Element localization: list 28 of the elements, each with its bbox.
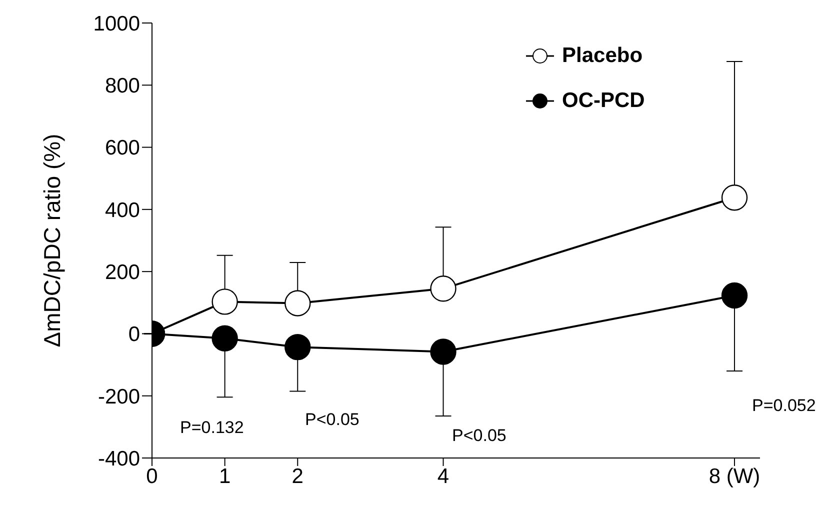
y-tick-label: 0 [128, 323, 140, 346]
point [721, 184, 748, 211]
y-tick-label: -400 [98, 447, 140, 470]
y-tick-label: -200 [98, 385, 140, 408]
point [212, 288, 238, 315]
y-tick-label: 200 [104, 261, 140, 284]
x-tick-label: 4 [437, 464, 450, 488]
annotation: P=0.052 [752, 396, 816, 416]
y-tick-label: 1000 [93, 12, 140, 36]
legend-label: OC-PCD [562, 88, 645, 112]
point [212, 325, 238, 352]
point [430, 276, 456, 302]
y-axis-title: ΔmDC/pDC ratio (%) [39, 134, 66, 348]
y-tick-label: 400 [104, 198, 140, 222]
annotation: P<0.05 [305, 410, 360, 430]
x-tick-label: 1 [218, 464, 231, 488]
legend-label: Placebo [562, 44, 643, 68]
x-tick-label: 0 [146, 464, 158, 488]
y-tick-label: 600 [104, 136, 140, 160]
annotation: P=0.132 [180, 418, 244, 438]
x-tick-label: 2 [292, 464, 304, 488]
point [284, 290, 311, 316]
y-tick-label: 800 [104, 74, 140, 98]
point [721, 282, 748, 309]
x-tick-label: 8 (W) [708, 464, 760, 488]
annotation: P<0.05 [452, 426, 506, 446]
point [430, 338, 456, 365]
point [284, 334, 311, 360]
